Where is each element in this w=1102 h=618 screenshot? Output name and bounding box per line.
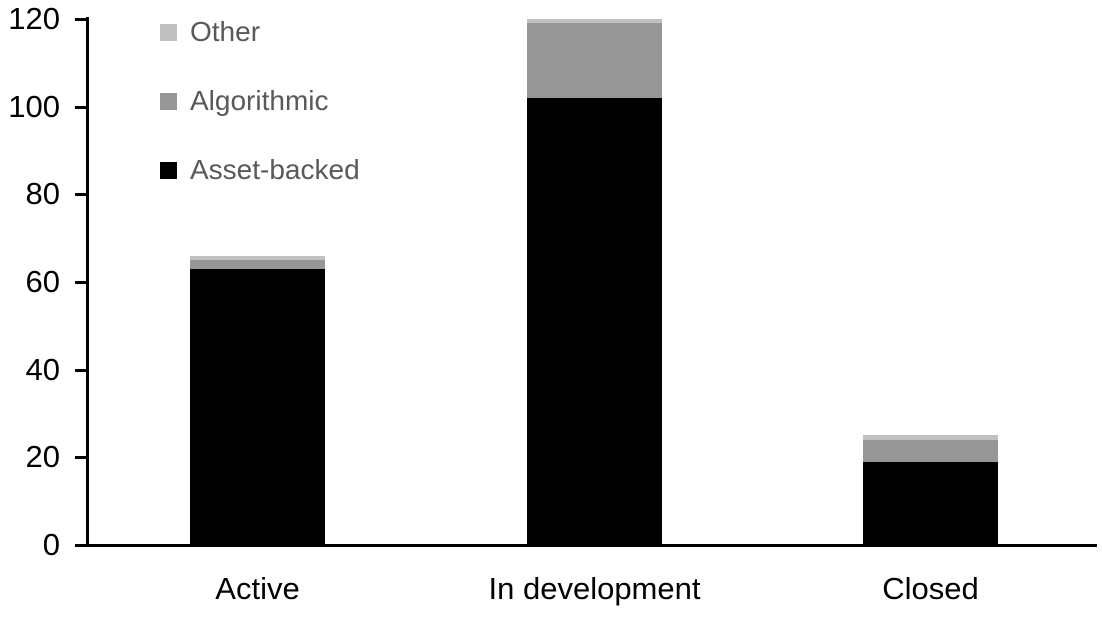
y-axis-tick bbox=[75, 544, 87, 547]
y-axis-tick bbox=[75, 193, 87, 197]
y-axis-tick-label: 120 bbox=[8, 1, 60, 36]
bar-segment-asset-backed bbox=[863, 461, 998, 545]
legend-swatch-icon bbox=[160, 161, 177, 179]
legend-item-other: Other bbox=[160, 16, 261, 47]
legend-swatch-icon bbox=[160, 23, 177, 41]
legend-item-algorithmic: Algorithmic bbox=[160, 85, 329, 116]
y-axis-tick-label: 20 bbox=[25, 439, 60, 475]
x-axis-label: Active bbox=[215, 571, 300, 606]
y-axis-tick bbox=[75, 281, 87, 284]
y-axis-tick bbox=[75, 368, 87, 372]
bar-segment-algorithmic bbox=[190, 260, 325, 269]
y-axis-tick-label: 40 bbox=[25, 351, 60, 387]
bar-segment-other bbox=[190, 255, 325, 261]
bar-segment-asset-backed bbox=[527, 97, 662, 545]
legend-label: Other bbox=[190, 16, 261, 47]
y-axis-line bbox=[86, 17, 89, 547]
y-axis-tick-label: 60 bbox=[25, 264, 60, 299]
legend-label: Algorithmic bbox=[190, 85, 329, 116]
x-axis-line bbox=[86, 544, 1097, 547]
bar-segment-asset-backed bbox=[190, 268, 325, 545]
y-axis-tick bbox=[75, 456, 87, 460]
bar-segment-algorithmic bbox=[863, 439, 998, 462]
y-axis-tick bbox=[75, 18, 87, 21]
legend-item-asset-backed: Asset-backed bbox=[160, 154, 360, 185]
bar-segment-other bbox=[527, 19, 662, 24]
y-axis-tick-label: 100 bbox=[8, 88, 60, 124]
bar-segment-algorithmic bbox=[527, 23, 662, 98]
legend-label: Asset-backed bbox=[190, 154, 360, 185]
legend-swatch-icon bbox=[160, 92, 177, 110]
y-axis-tick-label: 0 bbox=[42, 527, 60, 562]
y-axis-tick-label: 80 bbox=[25, 176, 60, 212]
x-axis-label: Closed bbox=[882, 571, 979, 606]
y-axis-tick bbox=[75, 105, 87, 109]
bar-segment-other bbox=[863, 435, 998, 440]
x-axis-label: In development bbox=[488, 571, 701, 606]
